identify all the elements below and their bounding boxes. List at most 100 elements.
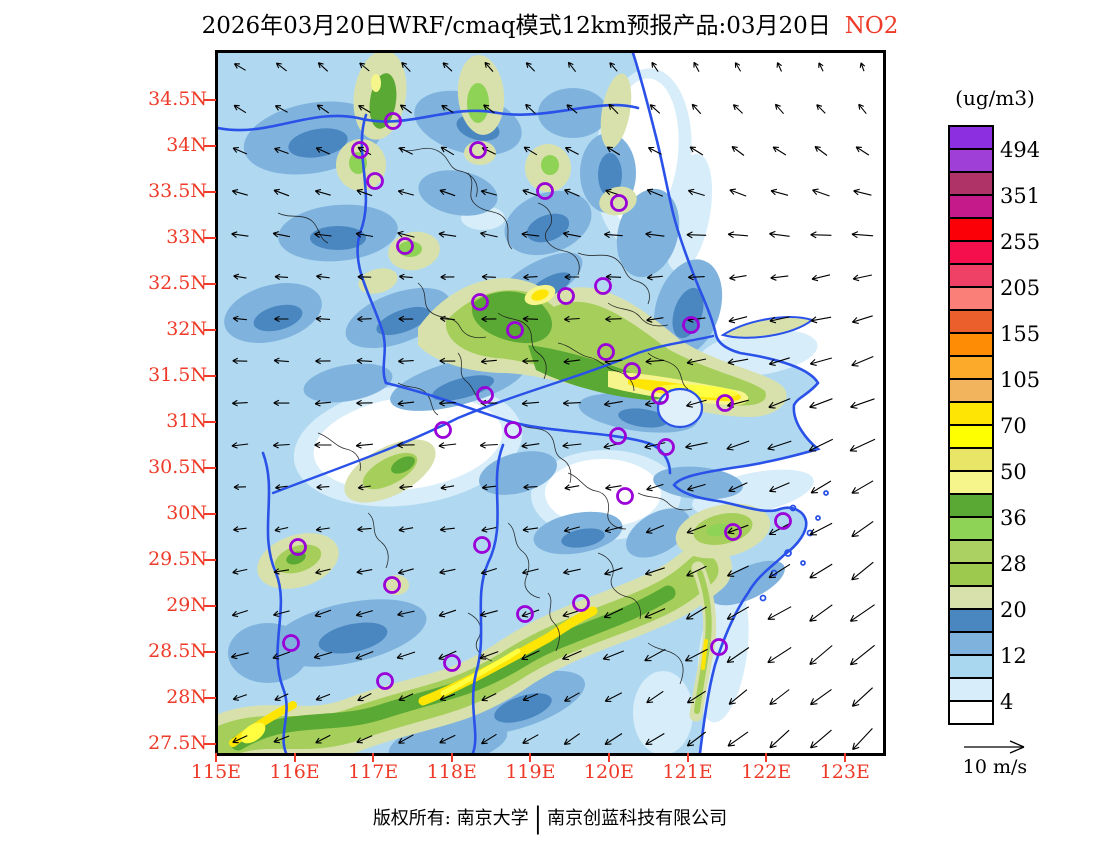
- wind-arrow: [731, 145, 745, 156]
- legend-cell: [950, 585, 992, 608]
- wind-arrow: [315, 526, 330, 533]
- wind-arrow: [316, 273, 330, 280]
- lat-label: 31.5N: [148, 364, 207, 386]
- wind-arrow: [484, 61, 494, 72]
- wind-arrow: [851, 231, 874, 239]
- wind-arrow: [233, 484, 247, 491]
- legend-cell: [950, 631, 992, 654]
- wind-arrow: [727, 731, 749, 747]
- wind-arrow: [357, 315, 372, 323]
- wind-arrow: [853, 188, 872, 196]
- wind-arrow: [522, 315, 539, 323]
- lat-label: 29N: [166, 594, 207, 616]
- wind-arrow: [439, 568, 456, 575]
- wind-arrow: [726, 440, 750, 451]
- wind-arrow: [357, 484, 371, 491]
- wind-arrow: [729, 188, 747, 197]
- city-marker: [597, 343, 615, 361]
- city-marker: [682, 316, 700, 334]
- wind-arrow: [274, 273, 289, 280]
- low-conc-patch: [633, 671, 693, 753]
- wind-arrow: [398, 526, 414, 533]
- wind-arrow: [522, 734, 539, 744]
- wind-arrow: [231, 189, 248, 196]
- city-marker: [434, 421, 452, 439]
- legend-cell: [950, 332, 992, 355]
- wind-arrow: [315, 693, 331, 701]
- wind-arrow: [480, 567, 497, 576]
- wind-arrow: [728, 482, 748, 493]
- legend-value: 155: [1000, 322, 1041, 346]
- wind-arrow: [810, 231, 832, 239]
- wind-arrow: [357, 146, 372, 156]
- wind-arrow: [398, 693, 414, 702]
- wind-arrow: [686, 358, 707, 366]
- city-marker: [536, 182, 554, 200]
- wind-arrow: [439, 315, 455, 322]
- wind-arrow: [355, 231, 374, 238]
- wind-arrow: [479, 610, 498, 618]
- wind-arrow: [850, 398, 875, 409]
- far-west-border: [261, 451, 288, 753]
- legend-cell: [950, 539, 992, 562]
- wind-arrow: [772, 146, 787, 156]
- wind-arrow: [851, 687, 873, 707]
- wind-arrow: [523, 146, 538, 156]
- legend-cell: [950, 286, 992, 309]
- city-marker: [384, 112, 402, 130]
- wind-arrow: [314, 609, 332, 618]
- wind-arrow: [438, 609, 457, 618]
- wind-arrow: [521, 399, 539, 407]
- legend-value: 205: [1000, 276, 1041, 300]
- city-marker: [473, 536, 491, 554]
- wind-arrow: [562, 650, 582, 661]
- legend-value: 28: [1000, 552, 1027, 576]
- wind-arrow: [726, 647, 750, 664]
- wind-arrow: [357, 526, 372, 533]
- wind-arrow: [274, 693, 289, 701]
- wind-arrow: [686, 690, 706, 704]
- legend-value: 494: [1000, 138, 1041, 162]
- wind-arrow: [609, 62, 618, 72]
- wind-arrow: [439, 693, 456, 702]
- wind-arrow: [314, 400, 331, 407]
- lat-tick: [204, 99, 216, 101]
- map-panel: [215, 50, 886, 756]
- wind-arrow: [357, 273, 372, 281]
- wind-arrow: [606, 146, 621, 156]
- legend-value: 351: [1000, 184, 1041, 208]
- west-vertical-border: [356, 113, 388, 385]
- wind-arrow: [859, 62, 866, 72]
- wind-arrow: [644, 608, 666, 619]
- wind-arrow: [438, 442, 457, 449]
- wind-arrow: [729, 274, 747, 281]
- wind-arrow: [767, 646, 792, 664]
- city-marker: [282, 634, 300, 652]
- lat-label: 28.5N: [148, 640, 207, 662]
- wind-arrow: [231, 609, 248, 618]
- lon-tick: [843, 753, 846, 762]
- wind-arrow: [685, 442, 708, 450]
- wind-arrow: [604, 526, 623, 534]
- wind-arrow: [651, 61, 659, 72]
- wind-arrow: [768, 563, 791, 579]
- wind-arrow: [604, 567, 623, 576]
- city-marker: [443, 654, 461, 672]
- wind-arrow: [563, 733, 581, 745]
- city-marker: [396, 237, 414, 255]
- wind-arrow: [232, 694, 247, 701]
- wind-arrow: [273, 610, 290, 618]
- wind-arrow: [645, 231, 665, 238]
- lon-tick: [686, 753, 689, 762]
- lat-label: 33N: [166, 226, 207, 248]
- page-title: 2026年03月20日WRF/cmaq模式12km预报产品:03月20日 NO2: [0, 6, 1100, 40]
- wind-arrow: [355, 442, 373, 449]
- wind-arrow: [398, 273, 413, 280]
- lat-tick: [204, 559, 216, 561]
- wind-arrow: [809, 398, 833, 409]
- wind-arrow: [774, 103, 785, 115]
- wind-arrow: [521, 650, 540, 661]
- wind-arrow: [768, 398, 791, 409]
- wind-arrow: [480, 230, 498, 238]
- lat-label: 27.5N: [148, 732, 207, 754]
